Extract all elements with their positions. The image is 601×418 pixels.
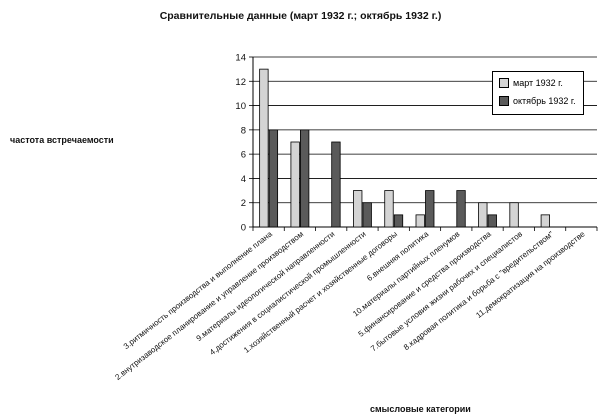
y-tick-label: 12 (235, 77, 246, 88)
y-tick-label: 6 (241, 150, 246, 161)
y-tick-label: 2 (241, 198, 246, 209)
y-tick-label: 8 (241, 125, 246, 136)
bar-october (332, 142, 341, 227)
bar-march (479, 203, 488, 227)
legend-item-october: октябрь 1932 г. (499, 96, 576, 106)
bar-march (416, 215, 425, 227)
bar-march (260, 69, 269, 227)
y-tick-label: 4 (241, 174, 246, 185)
y-tick-label: 14 (235, 53, 246, 64)
bar-march (510, 203, 519, 227)
legend-swatch-october (499, 96, 509, 106)
bar-march (291, 142, 300, 227)
legend-label-march: март 1932 г. (513, 78, 563, 88)
x-category-label: 9.материалы идеологической направленност… (195, 229, 337, 343)
bar-october (363, 203, 372, 227)
bar-october (300, 130, 309, 227)
legend-swatch-march (499, 78, 509, 88)
bar-october (394, 215, 403, 227)
bar-october (457, 191, 466, 227)
bar-march (353, 191, 362, 227)
x-category-label: 8.кадровая политика и борьба с "вредител… (402, 229, 555, 352)
legend: март 1932 г. октябрь 1932 г. (492, 71, 584, 115)
bar-october (488, 215, 497, 227)
y-tick-label: 0 (241, 223, 246, 234)
y-tick-label: 10 (235, 101, 246, 112)
legend-item-march: март 1932 г. (499, 78, 563, 88)
bar-march (385, 191, 394, 227)
bar-march (541, 215, 550, 227)
bar-october (269, 130, 278, 227)
legend-label-october: октябрь 1932 г. (513, 96, 576, 106)
bar-october (426, 191, 435, 227)
